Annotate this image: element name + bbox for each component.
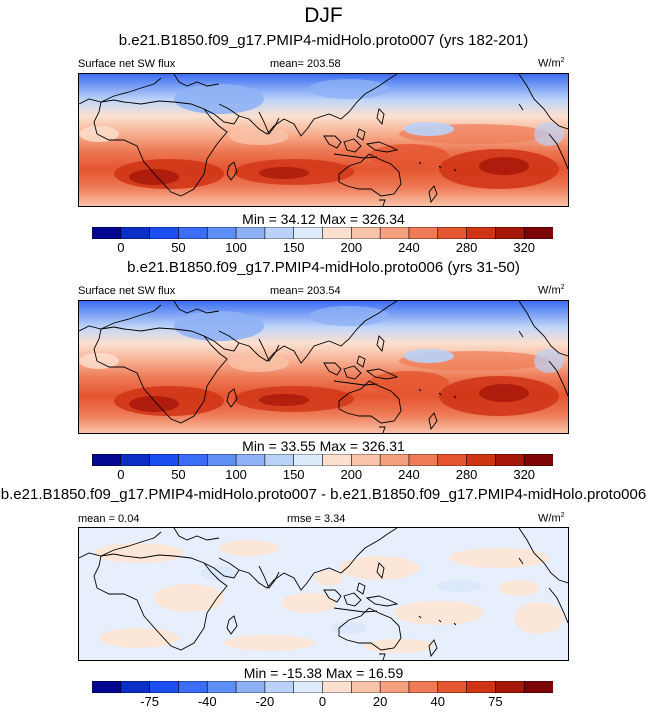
panel-3-colorbar (92, 681, 553, 693)
panel-3-title: b.e21.B1850.f09_g17.PMIP4-midHolo.proto0… (0, 486, 647, 503)
panel-2-colorbar (92, 454, 553, 466)
colorbar-swatch (293, 681, 324, 693)
colorbar-swatch (379, 454, 410, 466)
colorbar-tick-label: 75 (488, 694, 503, 709)
panel-3-map (78, 527, 569, 661)
colorbar-swatch (322, 681, 352, 693)
panel-3-minmax: Min = -15.38 Max = 16.59 (243, 665, 404, 681)
colorbar-swatch (92, 681, 122, 693)
panel-3-colorbar-ticks: -75 -40 -20 0 20 40 75 (92, 694, 553, 710)
colorbar-tick-label: 20 (372, 694, 388, 709)
colorbar-swatch (178, 227, 208, 239)
colorbar-tick-label: 200 (340, 240, 363, 255)
panel-3-units: W/m2 (538, 512, 565, 525)
colorbar-swatch (120, 227, 151, 239)
colorbar-swatch (264, 227, 295, 239)
colorbar-swatch (437, 454, 468, 466)
panel-1-colorbar-ticks: 0 50 100 150 200 240 280 320 (92, 240, 553, 256)
colorbar-swatch (120, 454, 151, 466)
colorbar-swatch (264, 454, 295, 466)
panel-2-units: W/m2 (538, 284, 565, 297)
colorbar-tick-label: 0 (318, 694, 327, 709)
colorbar-tick-label: 50 (171, 240, 186, 255)
colorbar-swatch (379, 227, 410, 239)
colorbar-tick-label: 40 (430, 694, 445, 709)
colorbar-swatch (264, 681, 295, 693)
colorbar-swatch (351, 454, 381, 466)
panel-1-colorbar (92, 227, 553, 239)
panel-1-variable: Surface net SW flux (78, 58, 176, 70)
colorbar-swatch (322, 227, 352, 239)
panel-1-title: b.e21.B1850.f09_g17.PMIP4-midHolo.proto0… (118, 32, 529, 49)
colorbar-swatch (293, 227, 324, 239)
panel-2-mean: mean= 203.54 (270, 285, 341, 297)
colorbar-swatch (495, 227, 525, 239)
panel-2-colorbar-ticks: 0 50 100 150 200 240 280 320 (92, 467, 553, 483)
panel-1-mean: mean= 203.58 (270, 58, 341, 70)
colorbar-tick-label: 0 (117, 240, 125, 255)
colorbar-swatch (408, 227, 439, 239)
colorbar-swatch (322, 454, 352, 466)
panel-3-mean: mean = 0.04 (78, 513, 140, 525)
colorbar-tick-label: -40 (197, 694, 217, 709)
colorbar-swatch (235, 227, 266, 239)
panel-1-minmax: Min = 34.12 Max = 326.34 (242, 211, 405, 227)
colorbar-swatch (206, 227, 237, 239)
colorbar-swatch (92, 454, 122, 466)
panel-2-minmax: Min = 33.55 Max = 326.31 (242, 438, 405, 454)
colorbar-swatch (495, 681, 525, 693)
colorbar-tick-label: 200 (340, 467, 363, 482)
colorbar-swatch (293, 454, 324, 466)
colorbar-swatch (178, 681, 208, 693)
colorbar-swatch (408, 454, 439, 466)
colorbar-swatch (149, 454, 180, 466)
colorbar-swatch (437, 681, 468, 693)
colorbar-tick-label: 280 (455, 467, 478, 482)
colorbar-tick-label: -20 (255, 694, 275, 709)
colorbar-swatch (523, 454, 553, 466)
colorbar-swatch (351, 681, 381, 693)
colorbar-swatch (495, 454, 525, 466)
panel-2-map (78, 300, 569, 434)
figure-title: DJF (304, 4, 343, 27)
colorbar-tick-label: 150 (282, 240, 305, 255)
colorbar-tick-label: 150 (282, 467, 305, 482)
panel-1-map (78, 73, 569, 207)
colorbar-tick-label: 320 (513, 240, 536, 255)
colorbar-swatch (466, 454, 496, 466)
colorbar-swatch (466, 681, 496, 693)
colorbar-tick-label: -75 (140, 694, 160, 709)
colorbar-swatch (437, 227, 468, 239)
colorbar-swatch (92, 227, 122, 239)
colorbar-tick-label: 240 (398, 467, 420, 482)
colorbar-swatch (235, 454, 266, 466)
colorbar-tick-label: 240 (398, 240, 420, 255)
colorbar-swatch (379, 681, 410, 693)
colorbar-swatch (206, 681, 237, 693)
colorbar-swatch (523, 227, 553, 239)
colorbar-swatch (523, 681, 553, 693)
colorbar-swatch (351, 227, 381, 239)
colorbar-tick-label: 50 (171, 467, 186, 482)
colorbar-tick-label: 100 (225, 240, 247, 255)
colorbar-swatch (178, 454, 208, 466)
colorbar-tick-label: 0 (117, 467, 125, 482)
colorbar-swatch (408, 681, 439, 693)
colorbar-swatch (235, 681, 266, 693)
colorbar-tick-label: 280 (455, 240, 478, 255)
colorbar-swatch (206, 454, 237, 466)
colorbar-swatch (120, 681, 151, 693)
colorbar-swatch (149, 681, 180, 693)
panel-2-variable: Surface net SW flux (78, 285, 176, 297)
colorbar-tick-label: 100 (225, 467, 247, 482)
colorbar-swatch (149, 227, 180, 239)
panel-3-rmse: rmse = 3.34 (287, 513, 346, 525)
colorbar-swatch (466, 227, 496, 239)
panel-2-title: b.e21.B1850.f09_g17.PMIP4-midHolo.proto0… (127, 259, 520, 276)
panel-1-units: W/m2 (538, 57, 565, 70)
colorbar-tick-label: 320 (513, 467, 536, 482)
